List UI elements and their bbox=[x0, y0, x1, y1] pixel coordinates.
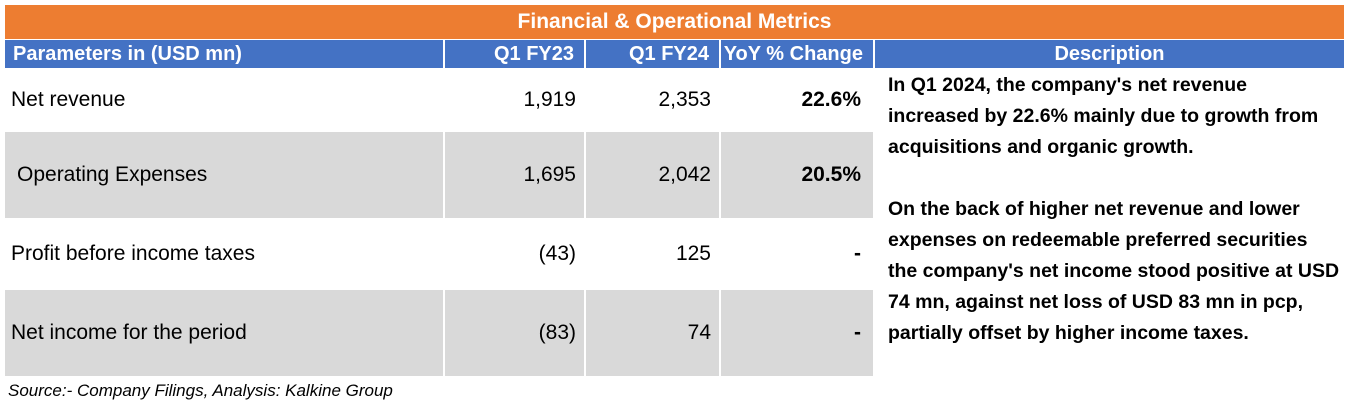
header-yoy-change: YoY % Change bbox=[721, 40, 873, 68]
row-label-net-revenue: Net revenue bbox=[11, 88, 126, 111]
header-description: Description bbox=[875, 40, 1344, 68]
description-paragraph-revenue: In Q1 2024, the company's net revenue in… bbox=[888, 74, 1319, 158]
row-profit-before-taxes-yoy: - bbox=[854, 242, 861, 265]
table-title: Financial & Operational Metrics bbox=[5, 5, 1344, 39]
row-net-income-yoy: - bbox=[721, 290, 873, 376]
row-profit-before-taxes-q1-fy23: (43) bbox=[538, 242, 576, 265]
description-paragraph-net-income: On the back of higher net revenue and lo… bbox=[888, 198, 1340, 344]
description-text: In Q1 2024, the company's net revenue in… bbox=[888, 70, 1342, 349]
row-operating-expenses-q1-fy23: 1,695 bbox=[445, 132, 584, 218]
header-q1-fy23: Q1 FY23 bbox=[445, 40, 584, 68]
row-label-profit-before-taxes: Profit before income taxes bbox=[11, 242, 255, 265]
header-parameters: Parameters in (USD mn) bbox=[5, 40, 443, 68]
row-label-net-income: Net income for the period bbox=[5, 290, 443, 376]
source-note: Source:- Company Filings, Analysis: Kalk… bbox=[8, 381, 393, 400]
row-net-income-q1-fy24: 74 bbox=[586, 290, 719, 376]
row-label-operating-expenses: Operating Expenses bbox=[5, 132, 443, 218]
row-net-income-q1-fy23: (83) bbox=[445, 290, 584, 376]
row-operating-expenses-yoy: 20.5% bbox=[721, 132, 873, 218]
row-net-revenue-yoy: 22.6% bbox=[801, 88, 861, 111]
row-operating-expenses-q1-fy24: 2,042 bbox=[586, 132, 719, 218]
row-profit-before-taxes-q1-fy24: 125 bbox=[675, 242, 711, 265]
row-net-revenue-q1-fy24: 2,353 bbox=[658, 88, 711, 111]
row-net-revenue-q1-fy23: 1,919 bbox=[523, 88, 576, 111]
header-q1-fy24: Q1 FY24 bbox=[586, 40, 719, 68]
